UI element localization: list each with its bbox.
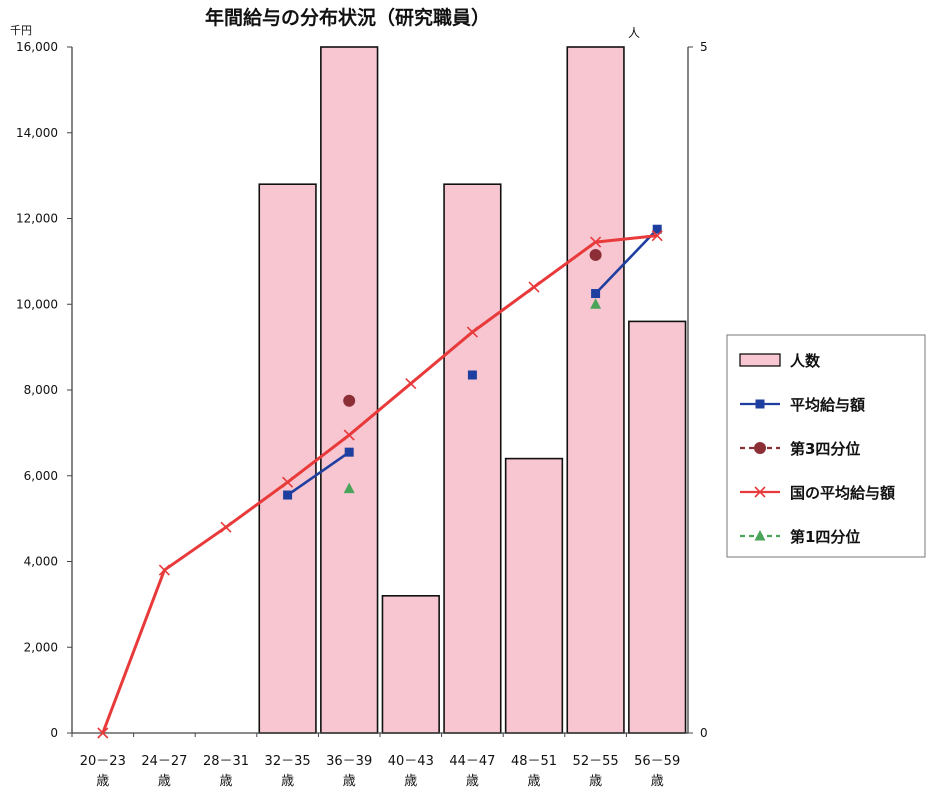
point-s3-1 bbox=[158, 564, 170, 576]
point-s3-5-b bbox=[405, 378, 417, 390]
point-s1-8 bbox=[591, 289, 601, 299]
bar-3 bbox=[258, 183, 317, 734]
bar-9 bbox=[628, 320, 687, 734]
x-label-range-0: 20－23 bbox=[80, 754, 126, 769]
legend-label-2: 第3四分位 bbox=[790, 440, 860, 458]
point-s3-9 bbox=[651, 230, 663, 242]
point-s1-9 bbox=[652, 224, 662, 234]
x-label-suffix-5: 歳 bbox=[404, 774, 417, 789]
legend-marker-4 bbox=[754, 530, 766, 541]
point-s3-4 bbox=[343, 429, 355, 441]
legend-marker-3 bbox=[754, 486, 766, 498]
point-s3-2-b bbox=[220, 521, 232, 533]
x-label-suffix-8: 歳 bbox=[589, 774, 602, 789]
point-s3-8 bbox=[590, 236, 602, 248]
point-s4-8 bbox=[590, 298, 602, 309]
x-label-range-3: 32－35 bbox=[265, 754, 311, 769]
point-s3-5 bbox=[405, 378, 417, 390]
legend-marker-3-b bbox=[754, 486, 766, 498]
point-s1-3 bbox=[283, 490, 293, 500]
y-left-tick-label-1: 2,000 bbox=[24, 640, 58, 654]
x-label-suffix-4: 歳 bbox=[343, 774, 356, 789]
y-left-tick-label-6: 12,000 bbox=[16, 212, 58, 226]
point-s3-8-b bbox=[590, 236, 602, 248]
point-s1-4 bbox=[344, 447, 354, 457]
chart-title: 年間給与の分布状況（研究職員） bbox=[205, 6, 490, 29]
y-left-tick-label-2: 4,000 bbox=[24, 555, 58, 569]
legend-label-4: 第1四分位 bbox=[790, 528, 860, 546]
point-s3-9-b bbox=[651, 230, 663, 242]
point-s3-0-b bbox=[97, 727, 109, 739]
point-s1-6 bbox=[467, 370, 477, 380]
markers-layer bbox=[97, 224, 663, 739]
x-label-suffix-6: 歳 bbox=[466, 774, 479, 789]
point-s3-0 bbox=[97, 727, 109, 739]
lines-layer bbox=[101, 228, 659, 734]
x-label-range-1: 24－27 bbox=[141, 754, 187, 769]
point-s3-3 bbox=[282, 476, 294, 488]
line-3-seg bbox=[101, 234, 658, 734]
point-s3-1-b bbox=[158, 564, 170, 576]
line-1-seg bbox=[286, 451, 350, 497]
x-label-range-7: 48－51 bbox=[511, 754, 557, 769]
y-right-tick-label-0: 0 bbox=[700, 726, 708, 740]
x-label-suffix-0: 歳 bbox=[96, 774, 109, 789]
legend-marker-2 bbox=[754, 442, 766, 454]
bar-8 bbox=[566, 46, 625, 734]
x-label-range-6: 44－47 bbox=[449, 754, 495, 769]
point-s3-6-b bbox=[466, 326, 478, 338]
x-label-range-2: 28－31 bbox=[203, 754, 249, 769]
x-label-range-5: 40－43 bbox=[388, 754, 434, 769]
bar-5 bbox=[381, 594, 440, 734]
point-s4-4 bbox=[343, 482, 355, 494]
bars-layer bbox=[258, 46, 687, 734]
y-right-tick-label-1: 5 bbox=[700, 40, 708, 54]
y-left-tick-label-4: 8,000 bbox=[24, 383, 58, 397]
y-left-tick-label-5: 10,000 bbox=[16, 297, 58, 311]
y-left-tick-label-0: 0 bbox=[50, 726, 58, 740]
point-s3-4-b bbox=[343, 429, 355, 441]
point-s3-7 bbox=[528, 281, 540, 293]
text-layer: 年間給与の分布状況（研究職員） 千円 人 0 2,000 4,000 6,000 8,0… bbox=[10, 6, 708, 789]
x-label-suffix-3: 歳 bbox=[281, 774, 294, 789]
legend-label-3: 国の平均給与額 bbox=[790, 484, 895, 502]
y-left-tick-label-7: 14,000 bbox=[16, 126, 58, 140]
bar-6 bbox=[443, 183, 502, 734]
axes-layer bbox=[67, 46, 693, 737]
point-s3-3-b bbox=[282, 476, 294, 488]
point-s3-6 bbox=[466, 326, 478, 338]
point-s3-2 bbox=[220, 521, 232, 533]
point-s2-8 bbox=[589, 248, 602, 261]
point-s2-4 bbox=[343, 394, 356, 407]
right-axis-unit: 人 bbox=[628, 26, 640, 40]
point-s3-7-b bbox=[528, 281, 540, 293]
x-label-range-4: 36－39 bbox=[326, 754, 372, 769]
x-label-range-8: 52－55 bbox=[573, 754, 619, 769]
x-label-suffix-1: 歳 bbox=[158, 774, 171, 789]
y-left-tick-label-8: 16,000 bbox=[16, 40, 58, 54]
x-label-range-9: 56－59 bbox=[634, 754, 680, 769]
legend-label-1: 平均給与額 bbox=[790, 396, 865, 414]
legend-marker-1 bbox=[755, 399, 765, 409]
y-left-tick-label-3: 6,000 bbox=[24, 469, 58, 483]
line-1-seg bbox=[594, 228, 659, 295]
x-label-suffix-2: 歳 bbox=[219, 774, 232, 789]
bar-7 bbox=[504, 457, 564, 734]
legend-swatch-0 bbox=[739, 353, 781, 367]
x-label-suffix-7: 歳 bbox=[527, 774, 540, 789]
bar-4 bbox=[320, 46, 379, 734]
legend-label-0: 人数 bbox=[790, 352, 821, 370]
x-label-suffix-9: 歳 bbox=[651, 774, 664, 789]
left-axis-unit: 千円 bbox=[10, 24, 32, 37]
